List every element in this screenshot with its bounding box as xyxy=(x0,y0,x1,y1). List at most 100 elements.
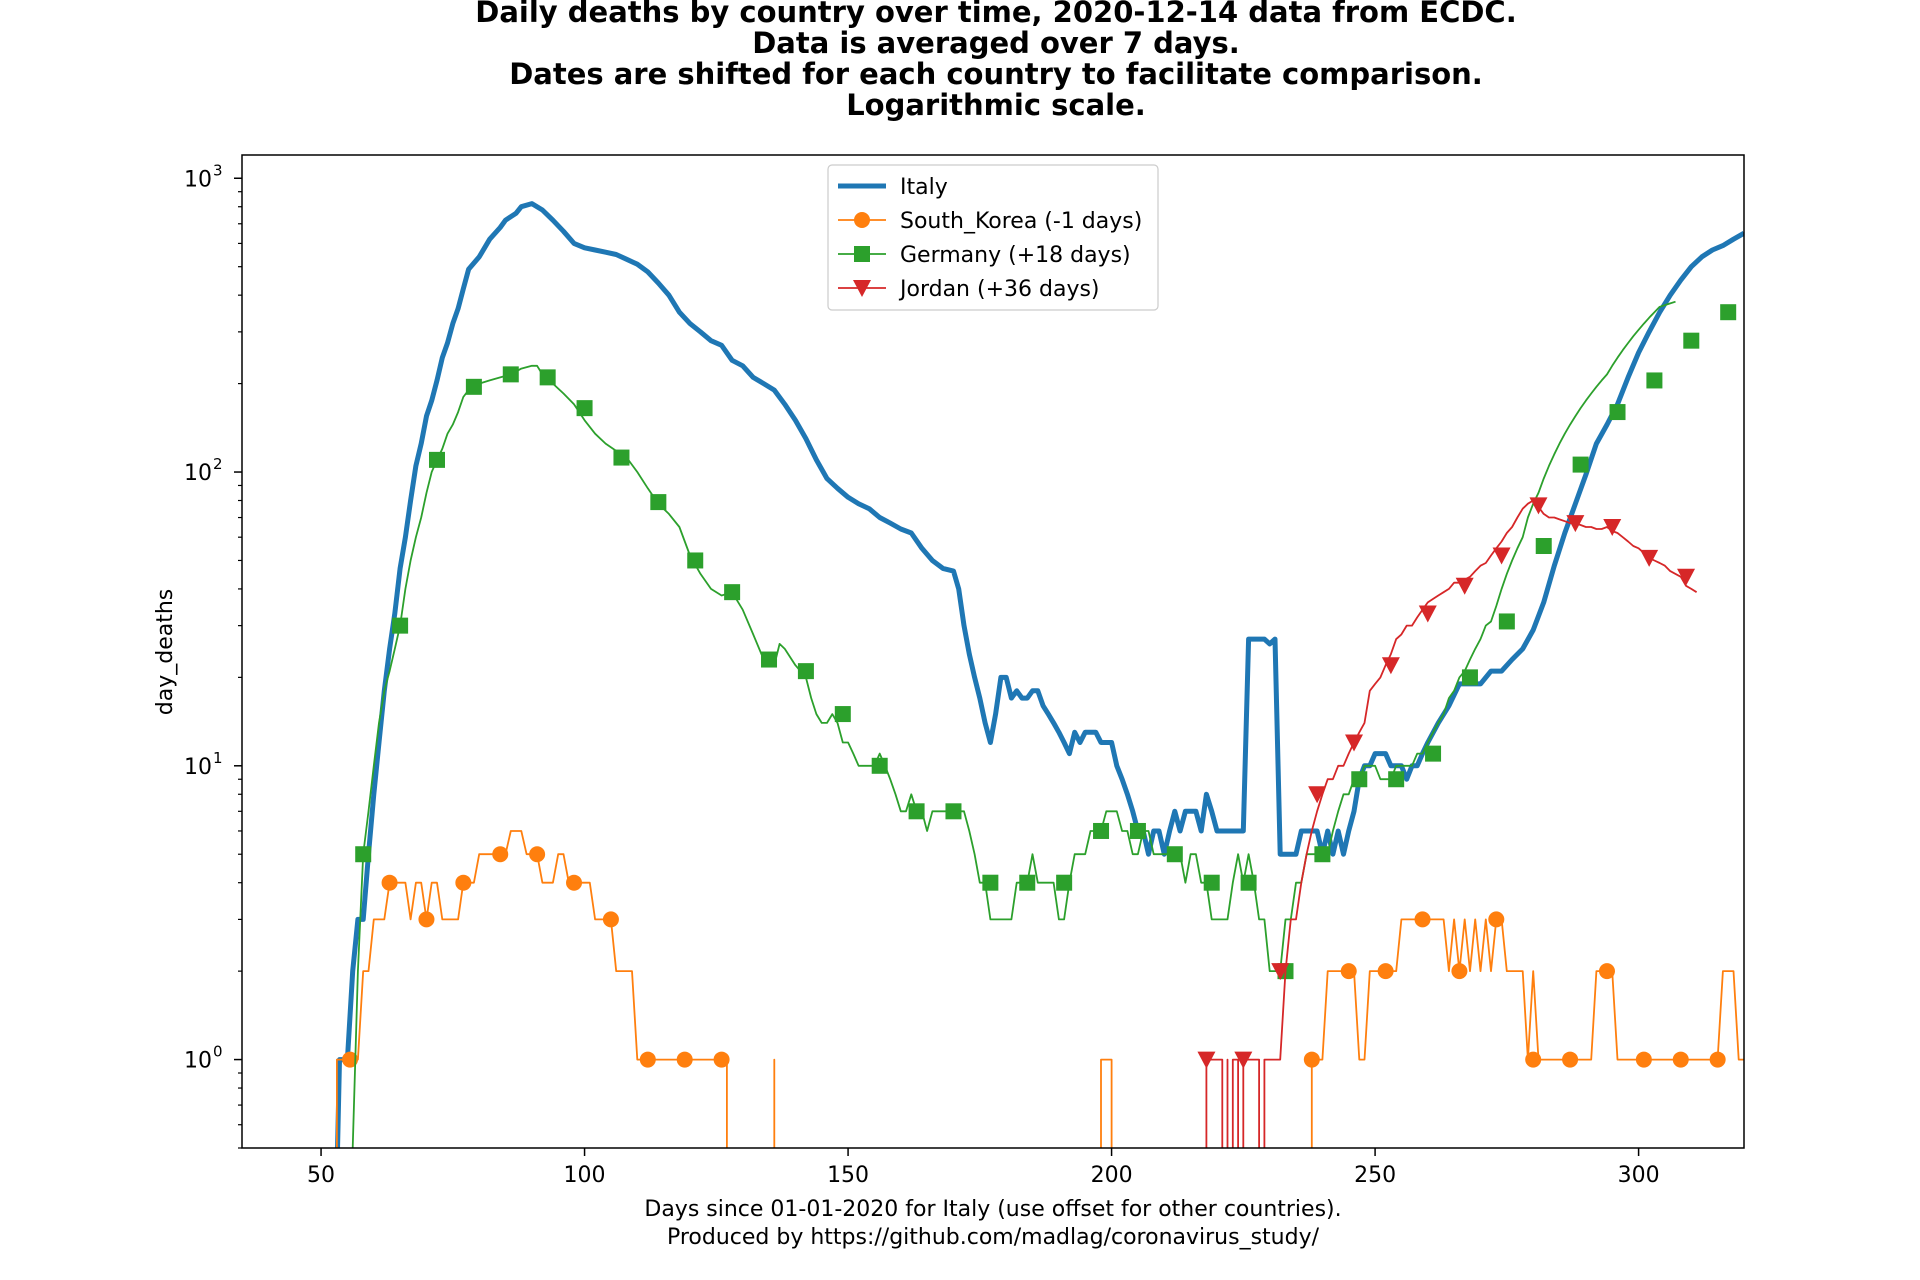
legend-label: Jordan (+36 days) xyxy=(898,277,1100,302)
data-point xyxy=(834,706,851,723)
data-point xyxy=(1525,1051,1542,1068)
y-axis-label: day_deaths xyxy=(153,589,178,715)
data-point xyxy=(1640,549,1659,567)
series-2 xyxy=(351,300,1737,1148)
data-point xyxy=(576,400,593,417)
data-point xyxy=(1492,547,1511,565)
data-point xyxy=(1056,874,1073,891)
y-tick-exponent: 2 xyxy=(213,455,223,473)
x-axis-label-line: Produced by https://github.com/madlag/co… xyxy=(667,1225,1320,1250)
data-point xyxy=(1498,613,1515,630)
series-line xyxy=(1205,499,1698,1148)
legend-item: Germany (+18 days) xyxy=(838,243,1131,268)
x-tick-label: 250 xyxy=(1354,1163,1396,1188)
series-3 xyxy=(1197,497,1698,1148)
data-point xyxy=(1562,1051,1579,1068)
data-point xyxy=(1709,1051,1726,1068)
y-tick-label: 10 xyxy=(184,461,212,486)
data-point xyxy=(1377,963,1394,980)
data-point xyxy=(761,651,778,668)
data-point xyxy=(1566,515,1585,533)
x-tick-label: 100 xyxy=(564,1163,606,1188)
data-point xyxy=(1529,497,1548,515)
data-point xyxy=(908,803,925,820)
legend-box xyxy=(827,164,1159,311)
data-point xyxy=(1166,846,1183,863)
data-point xyxy=(1240,874,1257,891)
data-point xyxy=(1572,456,1589,473)
data-point xyxy=(1340,963,1357,980)
data-point xyxy=(1418,605,1437,623)
series-line xyxy=(335,830,1744,1148)
data-point xyxy=(613,449,630,466)
data-point xyxy=(1677,568,1696,586)
data-point xyxy=(428,451,445,468)
y-tick-label: 10 xyxy=(184,167,212,192)
data-point xyxy=(1672,1051,1689,1068)
data-point xyxy=(724,584,741,601)
legend-label: Germany (+18 days) xyxy=(900,243,1131,268)
data-point xyxy=(1351,771,1368,788)
x-axis: 50 100 150 200 250 300 xyxy=(307,1148,1660,1188)
data-point xyxy=(1683,332,1700,349)
data-point xyxy=(502,366,519,383)
data-point xyxy=(1720,304,1737,321)
series-line xyxy=(351,300,1676,1148)
legend-item: Jordan (+36 days) xyxy=(838,277,1100,302)
legend-marker xyxy=(853,280,871,297)
data-point xyxy=(1308,786,1327,804)
data-point xyxy=(529,846,546,863)
y-tick-exponent: 1 xyxy=(213,749,223,767)
x-tick-label: 50 xyxy=(307,1163,335,1188)
data-point xyxy=(1129,822,1146,839)
data-point xyxy=(676,1051,693,1068)
series-layer xyxy=(335,201,1744,1148)
legend-item: Italy xyxy=(838,175,948,200)
legend-label: Italy xyxy=(900,175,948,200)
data-point xyxy=(566,874,583,891)
y-tick-label: 10 xyxy=(184,1049,212,1074)
chart-title: Daily deaths by country over time, 2020-… xyxy=(475,0,1516,122)
data-point xyxy=(639,1051,656,1068)
data-point xyxy=(1451,963,1468,980)
legend: Italy South_Korea (-1 days) Germany (+18 d… xyxy=(827,164,1159,311)
data-point xyxy=(1488,911,1505,928)
data-point xyxy=(1345,734,1364,752)
legend-marker xyxy=(854,212,870,228)
legend-label: South_Korea (-1 days) xyxy=(900,209,1142,234)
data-point xyxy=(602,911,619,928)
chart-title-line: Dates are shifted for each country to fa… xyxy=(509,57,1483,91)
data-point xyxy=(355,846,372,863)
data-point xyxy=(797,663,814,680)
plot-frame xyxy=(241,154,1745,1149)
data-point xyxy=(1381,657,1400,675)
data-point xyxy=(1388,771,1405,788)
data-point xyxy=(1646,372,1663,389)
data-point xyxy=(465,378,482,395)
data-point xyxy=(1414,911,1431,928)
y-tick-exponent: 3 xyxy=(213,161,223,179)
series-line xyxy=(335,201,1744,1148)
data-point xyxy=(1019,874,1036,891)
data-point xyxy=(982,874,999,891)
data-point xyxy=(1603,518,1622,536)
data-point xyxy=(945,803,962,820)
data-point xyxy=(1598,963,1615,980)
data-point xyxy=(492,846,509,863)
chart-title-line: Logarithmic scale. xyxy=(846,88,1146,122)
y-tick-exponent: 0 xyxy=(213,1043,223,1061)
data-point xyxy=(1234,1051,1253,1069)
data-point xyxy=(687,552,704,569)
data-point xyxy=(1093,822,1110,839)
x-axis-label-line: Days since 01-01-2020 for Italy (use off… xyxy=(644,1197,1341,1222)
y-tick-label: 10 xyxy=(184,755,212,780)
chart-title-line: Daily deaths by country over time, 2020-… xyxy=(475,0,1516,29)
data-point xyxy=(1314,846,1331,863)
data-point xyxy=(381,874,398,891)
data-point xyxy=(713,1051,730,1068)
data-point xyxy=(1203,874,1220,891)
data-point xyxy=(1197,1051,1216,1069)
x-tick-label: 300 xyxy=(1618,1163,1660,1188)
